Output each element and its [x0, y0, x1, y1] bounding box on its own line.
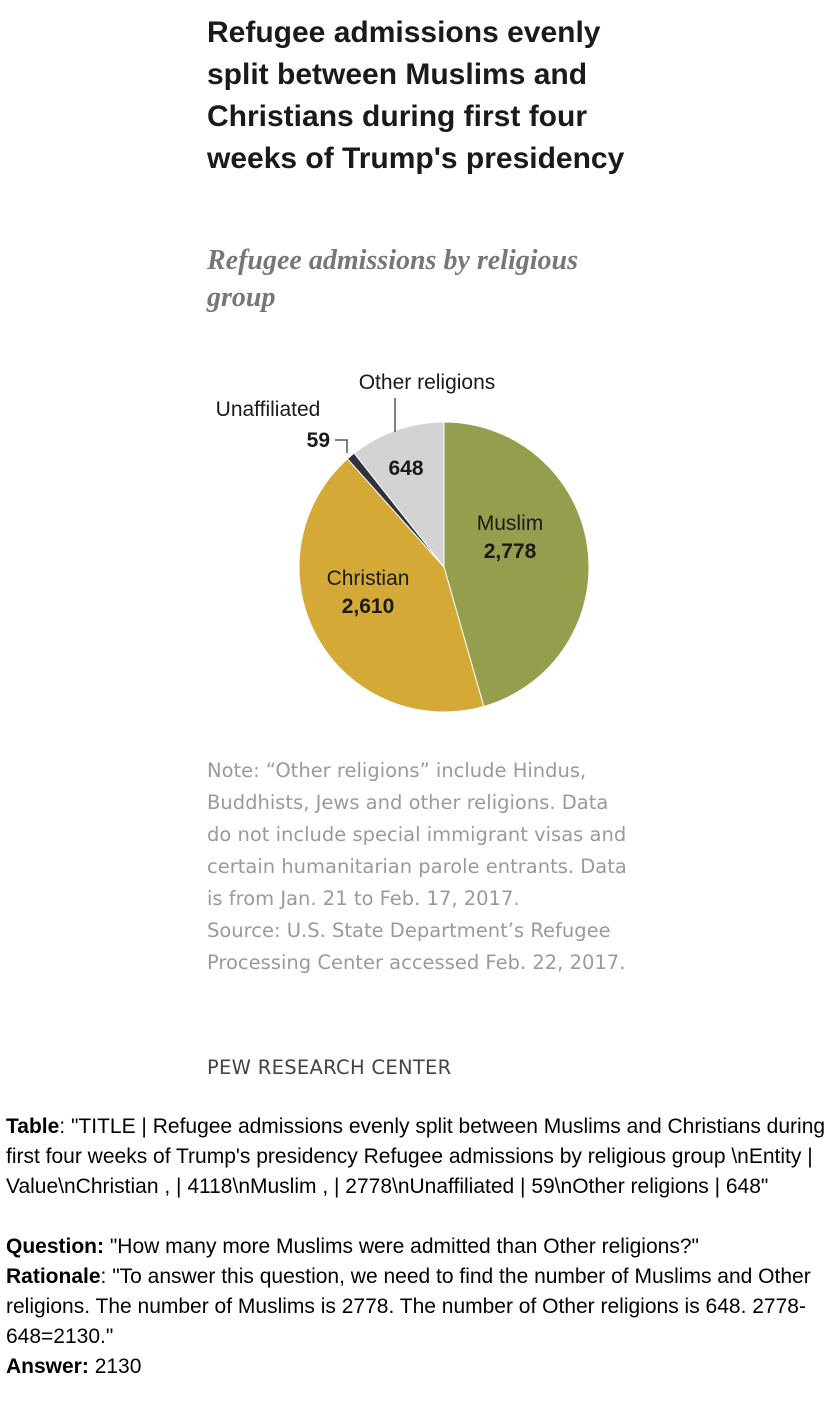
- chart-note-block: Note: “Other religions” include Hindus, …: [207, 755, 627, 979]
- answer-text: 2130: [88, 1355, 142, 1378]
- question-label: Question:: [6, 1235, 104, 1258]
- slice-label-unaffiliated: Unaffiliated: [216, 398, 321, 421]
- slice-label-other-religions: Other religions: [359, 371, 496, 394]
- answer-paragraph: Answer: 2130: [6, 1352, 828, 1382]
- question-text: "How many more Muslims were admitted tha…: [104, 1235, 699, 1258]
- chart-title: Refugee admissions evenly split between …: [207, 16, 625, 175]
- question-paragraph: Question: "How many more Muslims were ad…: [6, 1232, 828, 1262]
- rationale-paragraph: Rationale: "To answer this question, we …: [6, 1262, 828, 1352]
- slice-muslim: [443, 421, 590, 708]
- slice-christian: [298, 458, 485, 713]
- chart-figure: Refugee admissions evenly split between …: [207, 16, 627, 1079]
- chart-source: Source: U.S. State Department’s Refugee …: [207, 919, 626, 974]
- rationale-label: Rationale: [6, 1265, 101, 1288]
- slice-label-christian: Christian: [327, 567, 410, 590]
- slice-other-religions: [353, 421, 445, 569]
- table-label: Table: [6, 1115, 60, 1138]
- answer-label: Answer:: [6, 1355, 89, 1378]
- brand-footer: PEW RESEARCH CENTER: [207, 1056, 452, 1079]
- table-paragraph: Table: "TITLE | Refugee admissions evenl…: [6, 1112, 828, 1202]
- chart-note: Note: “Other religions” include Hindus, …: [207, 759, 627, 910]
- qa-block: Table: "TITLE | Refugee admissions evenl…: [6, 1112, 828, 1382]
- leader-lines: [335, 398, 396, 453]
- pie-labels: Muslim 2,778 Christian 2,610 648 Other religi…: [216, 371, 544, 618]
- slice-value-other-religions: 648: [388, 457, 423, 480]
- rationale-text: : "To answer this question, we need to f…: [6, 1265, 811, 1348]
- chart-subtitle: Refugee admissions by religious group: [207, 245, 579, 313]
- slice-label-muslim: Muslim: [477, 512, 544, 535]
- leader-unaffiliated: [335, 439, 348, 453]
- table-text: : "TITLE | Refugee admissions evenly spl…: [6, 1115, 826, 1198]
- slice-value-unaffiliated: 59: [307, 429, 330, 452]
- pie-chart: Muslim 2,778 Christian 2,610 648 Other religi…: [216, 371, 590, 713]
- slice-value-christian: 2,610: [342, 595, 395, 618]
- slice-value-muslim: 2,778: [484, 540, 537, 563]
- pie-slices: [298, 421, 590, 713]
